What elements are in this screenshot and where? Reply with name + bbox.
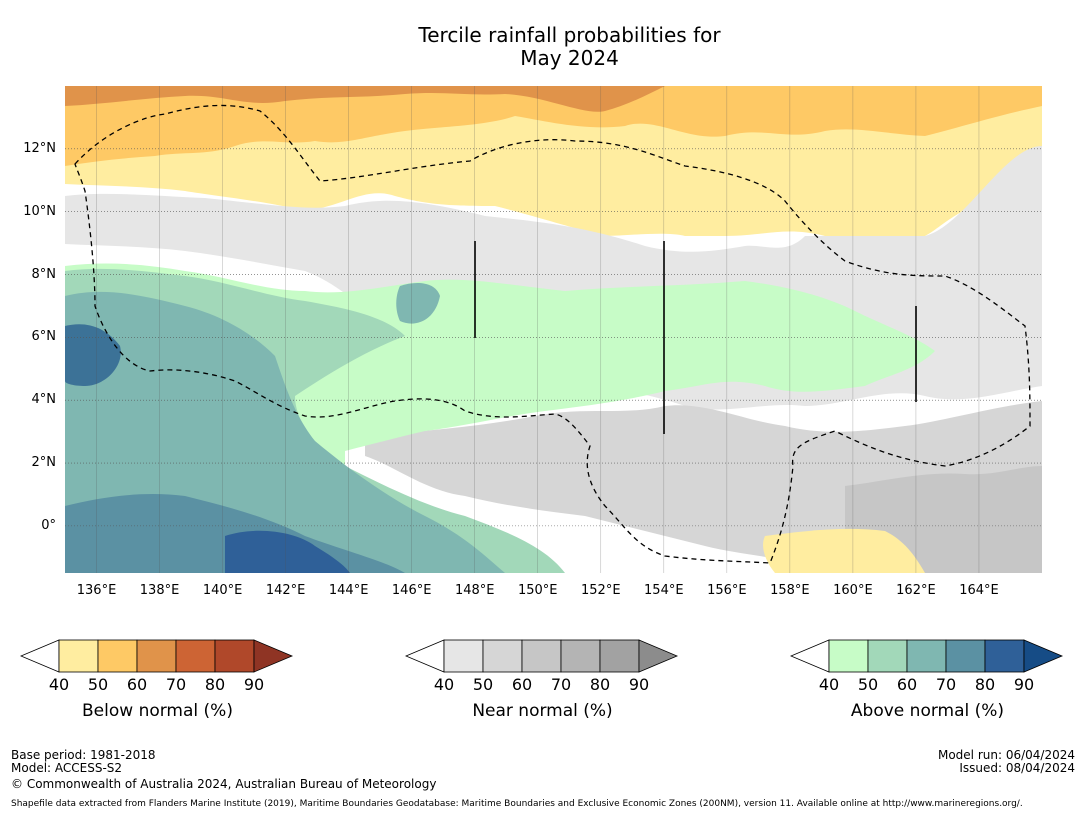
legend-swatch — [521, 639, 562, 673]
map-subtitle: May 2024 — [520, 46, 619, 70]
legend-swatch — [867, 639, 908, 673]
x-tick-label: 146°E — [391, 583, 432, 598]
legend-title-above: Above normal (%) — [850, 701, 1005, 721]
below-normal-region — [65, 86, 665, 112]
legend-swatch — [482, 639, 523, 673]
legend-swatch — [906, 639, 947, 673]
issued-text: Issued: 08/04/2024 — [959, 761, 1075, 775]
legend-swatch — [560, 639, 601, 673]
y-tick-label: 10°N — [23, 203, 56, 219]
x-tick-label: 152°E — [581, 583, 621, 598]
x-tick-label: 148°E — [454, 583, 495, 598]
probability-map — [65, 86, 1042, 573]
legend-swatch — [175, 639, 216, 673]
legend-swatch — [790, 639, 830, 673]
above-normal-region — [65, 324, 121, 386]
model-text: Model: ACCESS-S2 — [11, 761, 123, 775]
x-tick-label: 136°E — [76, 583, 117, 598]
legend-title-below: Below normal (%) — [82, 701, 233, 721]
legend-swatch — [97, 639, 138, 673]
legend-tick-label: 60 — [511, 675, 533, 694]
x-tick-label: 140°E — [202, 583, 243, 598]
legend-tick-label: 50 — [472, 675, 494, 694]
legend-tick-label: 90 — [628, 675, 650, 694]
x-tick-label: 164°E — [959, 583, 999, 598]
legend-swatch — [984, 639, 1025, 673]
y-tick-label: 4°N — [31, 392, 57, 408]
legend-swatch — [20, 639, 60, 673]
y-tick-label: 12°N — [23, 140, 56, 156]
legend-tick-label: 70 — [935, 675, 957, 694]
base-period-text: Base period: 1981-2018 — [11, 748, 156, 762]
legend-colorbar-below — [20, 639, 294, 673]
legend-tick-label: 50 — [857, 675, 879, 694]
shapefile-credit-text: Shapefile data extracted from Flanders M… — [11, 799, 1023, 809]
legend-swatch — [58, 639, 99, 673]
legend-swatch — [1023, 639, 1064, 673]
legend-tick-label: 40 — [818, 675, 840, 694]
x-tick-label: 158°E — [770, 583, 810, 598]
legend-colorbar-above — [790, 639, 1064, 673]
map-canvas — [65, 86, 1042, 573]
legend-tick-label: 70 — [550, 675, 572, 694]
legend-title-near: Near normal (%) — [472, 701, 613, 721]
above-normal-region — [225, 530, 350, 573]
legend-tick-label: 40 — [433, 675, 455, 694]
eez-boundary — [74, 104, 1031, 564]
legend-tick-label: 50 — [87, 675, 109, 694]
y-tick-label: 8°N — [31, 266, 57, 282]
legend-swatch — [443, 639, 484, 673]
x-tick-label: 162°E — [896, 583, 936, 598]
legend-swatch — [214, 639, 255, 673]
copyright-text: © Commonwealth of Australia 2024, Austra… — [11, 777, 437, 791]
legend-tick-label: 80 — [589, 675, 611, 694]
legend-swatch — [599, 639, 640, 673]
x-tick-label: 138°E — [139, 583, 180, 598]
legend-swatch — [638, 639, 679, 673]
legend-swatch — [136, 639, 177, 673]
legend-colorbar-near — [405, 639, 679, 673]
x-tick-label: 160°E — [833, 583, 873, 598]
below-normal-region — [763, 528, 925, 573]
x-tick-label: 156°E — [707, 583, 747, 598]
legend-tick-label: 80 — [974, 675, 996, 694]
legend-tick-label: 90 — [1013, 675, 1035, 694]
legend-swatch — [253, 639, 294, 673]
map-grid — [65, 86, 1042, 573]
y-tick-label: 6°N — [31, 329, 57, 345]
x-tick-label: 142°E — [265, 583, 306, 598]
above-normal-region — [396, 283, 440, 324]
x-tick-label: 154°E — [644, 583, 684, 598]
legend-swatch — [828, 639, 869, 673]
legend-tick-label: 60 — [896, 675, 918, 694]
x-tick-label: 144°E — [328, 583, 369, 598]
legend-tick-label: 60 — [126, 675, 148, 694]
y-tick-label: 2°N — [31, 455, 57, 471]
legend-tick-label: 40 — [48, 675, 70, 694]
model-run-text: Model run: 06/04/2024 — [937, 748, 1075, 762]
legend-swatch — [945, 639, 986, 673]
legend-tick-label: 70 — [165, 675, 187, 694]
legend-swatch — [405, 639, 445, 673]
legend-tick-label: 80 — [204, 675, 226, 694]
legend-tick-label: 90 — [243, 675, 265, 694]
y-tick-label: 0° — [41, 517, 56, 533]
map-title: Tercile rainfall probabilities for — [418, 23, 721, 47]
x-tick-label: 150°E — [517, 583, 558, 598]
below-normal-region — [65, 86, 1042, 166]
